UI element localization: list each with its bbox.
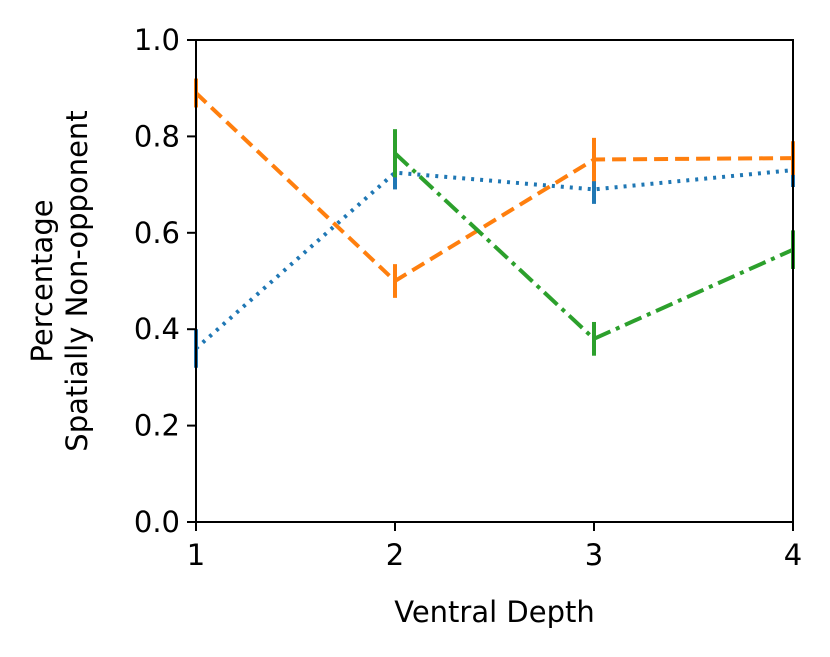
x-tick-label: 4 bbox=[784, 538, 802, 572]
x-tick-label: 2 bbox=[386, 538, 404, 572]
series-blue-line bbox=[194, 168, 794, 350]
y-axis-label-line-2: Spatially Non-opponent bbox=[60, 110, 94, 451]
x-tick-label: 1 bbox=[187, 538, 205, 572]
y-tick-label: 0.2 bbox=[134, 409, 180, 443]
y-axis-label-line-1: Percentage bbox=[25, 199, 59, 362]
x-tick-label: 3 bbox=[585, 538, 603, 572]
y-tick-label: 0.8 bbox=[134, 119, 180, 153]
x-axis: 1 2 3 4 bbox=[187, 522, 802, 572]
y-tick-label: 0.6 bbox=[134, 216, 180, 250]
plot-frame bbox=[195, 39, 794, 523]
y-axis: 0.0 0.2 0.4 0.6 0.8 1.0 bbox=[134, 23, 196, 539]
x-axis-label: Ventral Depth bbox=[394, 595, 594, 629]
y-tick-label: 0.4 bbox=[134, 312, 180, 346]
y-tick-label: 1.0 bbox=[134, 23, 180, 57]
series-orange bbox=[194, 78, 795, 298]
series-orange-line bbox=[194, 91, 794, 284]
y-tick-label: 0.0 bbox=[134, 505, 180, 539]
y-axis-label: Percentage Spatially Non-opponent bbox=[25, 110, 94, 451]
series-blue bbox=[194, 153, 795, 368]
series-layer bbox=[194, 78, 795, 368]
